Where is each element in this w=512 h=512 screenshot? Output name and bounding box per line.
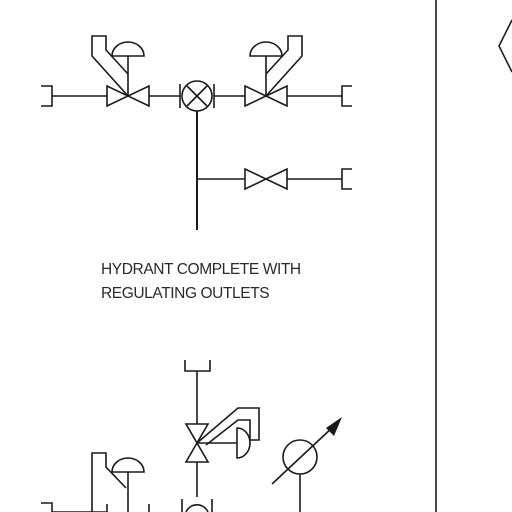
end-cap-right xyxy=(341,85,352,107)
end-cap-top xyxy=(184,360,211,372)
end-cap-left xyxy=(41,85,53,107)
arrow-head xyxy=(326,417,342,436)
caption-line-2: REGULATING OUTLETS xyxy=(101,285,270,302)
caption-line-1: HYDRANT COMPLETE WITH xyxy=(101,261,301,278)
regulator-left xyxy=(91,35,145,97)
hydrant-body xyxy=(179,80,215,112)
hydrant-symbol-top xyxy=(41,35,352,230)
regulator-right xyxy=(249,35,303,97)
hydrant-symbol-bottom xyxy=(41,360,342,512)
regulator-vertical xyxy=(196,407,260,459)
diamond-symbol-partial xyxy=(498,19,512,73)
end-cap-branch xyxy=(341,168,352,190)
hydrant-body-bottom xyxy=(181,499,213,512)
regulator-bottom-left xyxy=(91,452,150,512)
gate-valve-branch xyxy=(244,167,288,191)
end-cap-bottom-left xyxy=(41,502,53,512)
pressure-gauge-icon xyxy=(271,417,342,512)
